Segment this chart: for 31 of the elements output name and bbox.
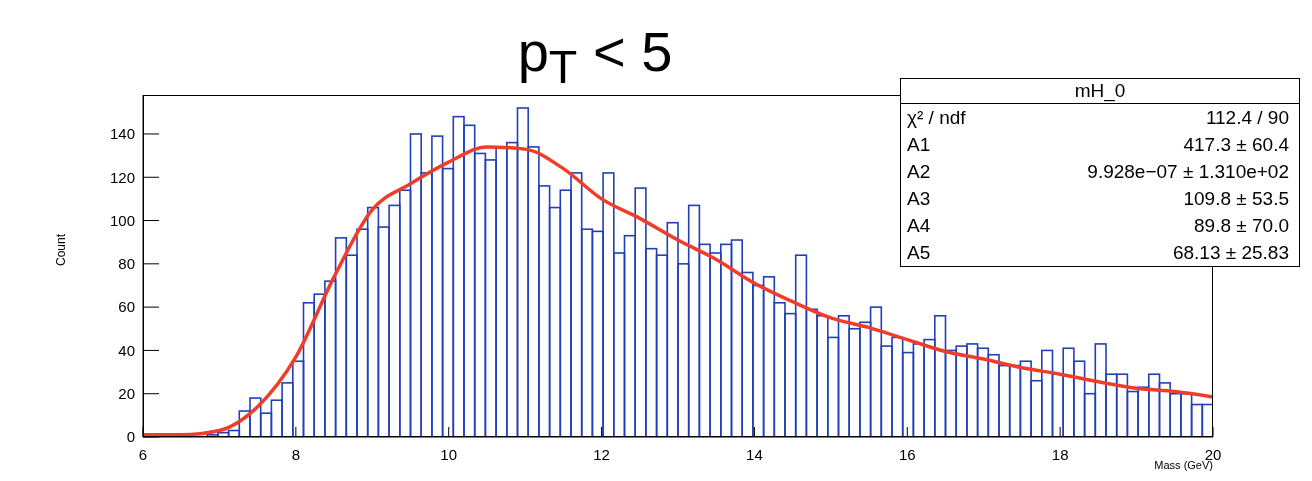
y-tick-label: 80 [118,255,135,273]
x-tick-label: 14 [746,445,763,463]
annotation: 112.4 / 90 [1205,106,1289,130]
y-tick-label: 40 [118,341,135,359]
y-tick-label: 100 [109,211,135,229]
annotation: A2 [907,160,931,184]
annotation: 417.3 ± 60.4 [1183,133,1289,157]
x-tick-label: 10 [440,445,458,463]
y-tick-label: 20 [118,385,135,403]
annotation: χ² / ndf [907,106,966,130]
y-tick-label: 140 [109,125,135,143]
annotation: A4 [907,214,931,238]
annotation: 9.928e−07 ± 1.310e+02 [1087,160,1289,184]
y-tick-label: 60 [118,298,135,316]
annotation: A5 [907,241,931,265]
annotation: 109.8 ± 53.5 [1183,187,1289,211]
annotation: 68.13 ± 25.83 [1172,241,1289,265]
annotation: A1 [907,133,931,157]
x-tick-label: 6 [138,445,148,463]
annotation: A3 [907,187,931,211]
x-tick-label: 12 [593,445,610,463]
annotation: mH_0 [901,79,1299,104]
y-tick-label: 0 [126,428,135,446]
x-tick-label: 18 [1051,445,1069,463]
x-axis-title: Mass (GeV) [1154,459,1213,471]
y-tick-label: 120 [109,168,135,186]
y-axis-title: Count [54,233,69,266]
annotation: 89.8 ± 70.0 [1194,214,1289,238]
x-tick-label: 16 [898,445,916,463]
x-tick-label: 8 [291,445,301,463]
chart-title: p$_{T}$ < 5 [517,20,673,94]
